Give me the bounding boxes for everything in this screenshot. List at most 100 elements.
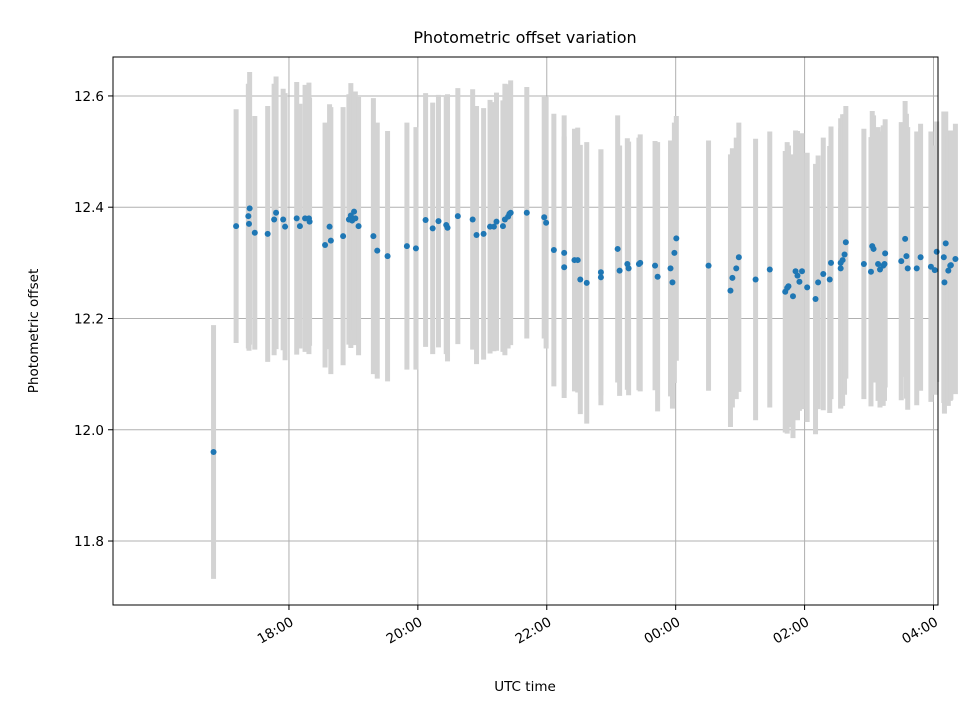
data-point xyxy=(561,264,568,271)
data-point xyxy=(370,233,377,240)
data-point xyxy=(454,213,461,220)
data-point xyxy=(264,230,271,237)
data-point xyxy=(597,274,604,281)
data-point xyxy=(942,240,949,247)
data-point xyxy=(280,216,287,223)
data-point xyxy=(826,276,833,283)
data-point xyxy=(902,235,909,242)
data-point xyxy=(789,293,796,300)
data-point xyxy=(429,225,436,232)
data-point xyxy=(561,249,568,256)
data-point xyxy=(839,257,846,264)
data-point xyxy=(637,259,644,266)
data-point xyxy=(480,230,487,237)
data-point xyxy=(473,232,480,239)
data-point xyxy=(727,287,734,294)
data-point xyxy=(654,273,661,280)
data-point xyxy=(541,214,548,221)
data-point xyxy=(340,233,347,240)
data-point xyxy=(882,250,889,257)
data-point xyxy=(673,235,680,242)
data-point xyxy=(913,265,920,272)
y-tick-label: 12.2 xyxy=(74,311,104,327)
data-point xyxy=(752,276,759,283)
data-point xyxy=(815,279,822,286)
data-point xyxy=(799,268,806,275)
data-point xyxy=(550,247,557,254)
plot-frame xyxy=(112,56,939,606)
data-point xyxy=(374,247,381,254)
data-point xyxy=(293,215,300,222)
data-point xyxy=(766,266,773,273)
data-point xyxy=(940,254,947,261)
data-point xyxy=(841,251,848,258)
data-point xyxy=(355,223,362,230)
data-point xyxy=(412,245,419,252)
data-point xyxy=(614,245,621,252)
data-points xyxy=(210,205,959,456)
data-point xyxy=(904,265,911,272)
data-point xyxy=(669,279,676,286)
data-point xyxy=(867,268,874,275)
data-point xyxy=(729,274,736,281)
data-point xyxy=(352,215,359,222)
data-point xyxy=(271,216,278,223)
data-point xyxy=(507,209,514,216)
y-axis-label: Photometric offset xyxy=(26,269,42,393)
data-point xyxy=(947,262,954,269)
data-point xyxy=(917,254,924,261)
y-tick-label: 12.0 xyxy=(74,423,104,439)
data-point xyxy=(785,283,792,290)
data-point xyxy=(933,248,940,255)
data-point xyxy=(469,216,476,223)
data-point xyxy=(952,255,959,262)
data-point xyxy=(210,449,217,456)
data-point xyxy=(523,209,530,216)
data-point xyxy=(616,267,623,274)
data-point xyxy=(875,260,882,267)
data-point xyxy=(828,259,835,266)
data-point xyxy=(422,217,429,224)
data-point xyxy=(860,260,867,267)
data-point xyxy=(671,249,678,256)
data-point xyxy=(735,254,742,261)
data-point xyxy=(493,218,500,225)
y-tick-label: 12.6 xyxy=(74,89,104,105)
data-point xyxy=(820,270,827,277)
data-point xyxy=(667,265,674,272)
data-point xyxy=(499,223,506,230)
y-tick-label: 11.8 xyxy=(74,534,104,550)
data-point xyxy=(322,242,329,249)
data-point xyxy=(351,208,358,215)
data-point xyxy=(597,269,604,276)
chart-title: Photometric offset variation xyxy=(413,28,636,47)
data-point xyxy=(804,284,811,291)
data-point xyxy=(812,296,819,303)
data-point xyxy=(574,257,581,264)
data-point xyxy=(705,262,712,269)
data-point xyxy=(327,237,334,244)
data-point xyxy=(842,239,849,246)
data-point xyxy=(625,265,632,272)
data-point xyxy=(583,279,590,286)
data-point xyxy=(245,213,252,220)
data-point xyxy=(733,265,740,272)
data-point xyxy=(384,253,391,260)
data-point xyxy=(273,209,280,216)
data-point xyxy=(577,276,584,283)
data-point xyxy=(870,245,877,252)
data-point xyxy=(881,260,888,267)
y-tick-label: 12.4 xyxy=(74,200,104,216)
data-point xyxy=(490,223,497,230)
data-point xyxy=(435,218,442,225)
data-point xyxy=(931,267,938,274)
data-point xyxy=(941,279,948,286)
data-point xyxy=(945,267,952,274)
data-point xyxy=(543,219,550,226)
data-point xyxy=(282,223,289,230)
data-point xyxy=(794,272,801,279)
data-point xyxy=(245,220,252,227)
data-point xyxy=(796,278,803,285)
data-point xyxy=(296,223,303,230)
